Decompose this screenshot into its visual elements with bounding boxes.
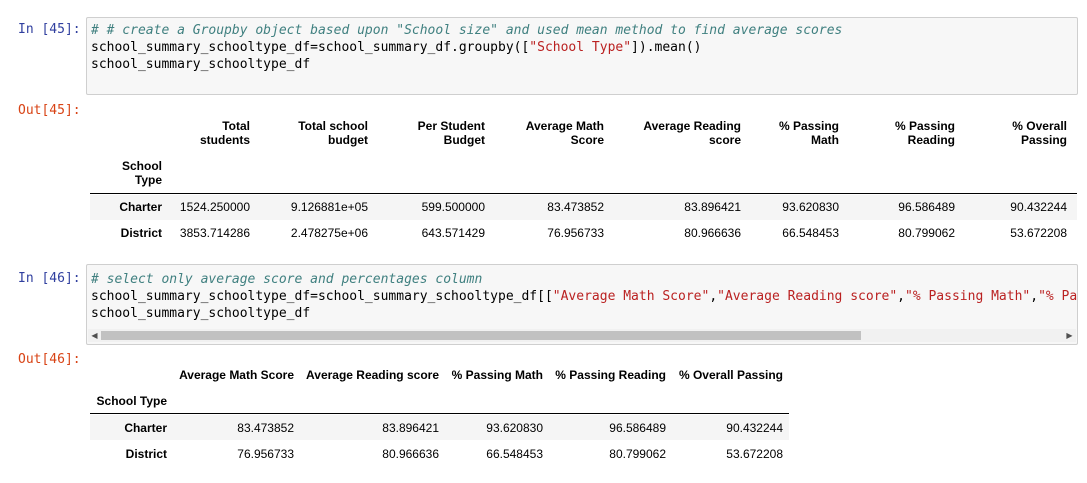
scroll-right-icon[interactable]: ▶: [1066, 331, 1073, 340]
header-rule: [90, 193, 1077, 194]
index-header: School Type: [96, 394, 167, 408]
table-cell: 83.896421: [382, 421, 439, 435]
table-cell: 53.672208: [726, 447, 783, 461]
horizontal-scrollbar[interactable]: ◀ ▶: [88, 329, 1076, 342]
row-index: Charter: [119, 200, 162, 214]
table-cell: 90.432244: [726, 421, 783, 435]
table-cell: 83.896421: [684, 200, 741, 214]
table-cell: 96.586489: [609, 421, 666, 435]
code-cell-46[interactable]: # select only average score and percenta…: [86, 264, 1078, 345]
col-header: % Passing Reading: [555, 368, 666, 382]
table-row: [90, 415, 789, 440]
table-cell: 83.473852: [237, 421, 294, 435]
row-index: Charter: [124, 421, 167, 435]
table-cell: 9.126881e+05: [290, 200, 368, 214]
table-cell: 643.571429: [421, 226, 485, 240]
input-prompt-45: In [45]:: [18, 22, 81, 37]
code-string: "% Passing Math": [905, 289, 1031, 304]
dataframe-output-45: Total students Total school budget Per Stu…: [90, 119, 1077, 240]
col-header: Average Math Score: [525, 119, 604, 147]
code-text: school_summary_schooltype_df=school_summ…: [91, 289, 553, 304]
table-cell: 90.432244: [1010, 200, 1067, 214]
scrollbar-thumb[interactable]: [101, 331, 861, 340]
col-header: Total school budget: [298, 119, 368, 147]
col-header: % Overall Passing: [678, 368, 783, 382]
code-string: "Average Reading score": [717, 289, 898, 304]
table-cell: 3853.714286: [179, 226, 250, 240]
index-header: School Type: [121, 159, 162, 187]
table-cell: 83.473852: [547, 200, 604, 214]
table-cell: 66.548453: [782, 226, 839, 240]
table-cell: 53.672208: [1010, 226, 1067, 240]
code-comment: # select only average score and percenta…: [91, 272, 483, 287]
row-index: District: [125, 447, 167, 461]
col-header: % Passing Math: [451, 368, 543, 382]
col-header: Average Math Score: [179, 368, 294, 382]
code-line-1: # select only average score and percenta…: [91, 271, 482, 288]
table-cell: 80.966636: [684, 226, 741, 240]
code-line-2: school_summary_schooltype_df=school_summ…: [91, 288, 1077, 305]
table-cell: 96.586489: [898, 200, 955, 214]
table-cell: 2.478275e+06: [290, 226, 368, 240]
input-prompt-46: In [46]:: [18, 271, 81, 286]
table-cell: 599.500000: [421, 200, 485, 214]
output-prompt-46: Out[46]:: [18, 352, 81, 367]
code-line-2: school_summary_schooltype_df=school_summ…: [91, 39, 702, 56]
table-cell: 80.966636: [382, 447, 439, 461]
col-header: % Passing Reading: [894, 119, 955, 147]
col-header: Average Reading score: [306, 368, 439, 382]
header-rule: [90, 413, 789, 414]
scroll-left-icon[interactable]: ◀: [91, 331, 98, 340]
col-header: % Passing Math: [778, 119, 839, 147]
table-cell: 93.620830: [782, 200, 839, 214]
code-text: ]).mean(): [631, 40, 702, 55]
table-cell: 1524.250000: [179, 200, 250, 214]
col-header: Per Student Budget: [417, 119, 485, 147]
table-cell: 76.956733: [547, 226, 604, 240]
table-cell: 80.799062: [609, 447, 666, 461]
col-header: Average Reading score: [643, 119, 741, 147]
code-string: "Average Math Score": [552, 289, 710, 304]
col-header: % Overall Passing: [1012, 119, 1067, 147]
table-cell: 80.799062: [898, 226, 955, 240]
code-cell-45[interactable]: # # create a Groupby object based upon "…: [86, 17, 1078, 95]
code-string: "School Type": [529, 40, 632, 55]
code-line-1: # # create a Groupby object based upon "…: [91, 22, 842, 39]
output-prompt-45: Out[45]:: [18, 103, 81, 118]
code-line-3: school_summary_schooltype_df: [91, 306, 311, 321]
code-text: school_summary_schooltype_df=school_summ…: [91, 40, 530, 55]
table-cell: 66.548453: [486, 447, 543, 461]
row-index: District: [120, 226, 162, 240]
col-header: Total students: [199, 119, 250, 147]
table-cell: 93.620830: [486, 421, 543, 435]
code-string: "% Passing Reading": [1038, 289, 1077, 304]
code-line-3: school_summary_schooltype_df: [91, 57, 311, 72]
table-row: [90, 195, 1077, 220]
table-cell: 76.956733: [237, 447, 294, 461]
code-comment: # # create a Groupby object based upon "…: [91, 23, 843, 38]
